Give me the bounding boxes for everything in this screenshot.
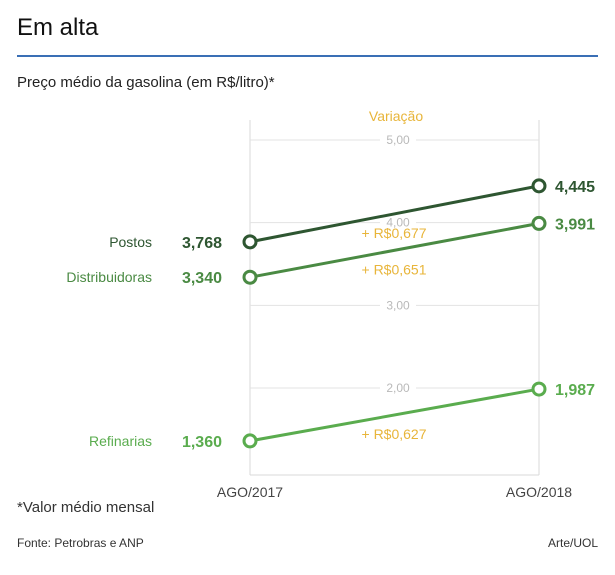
value-label-refinarias: 1,360	[182, 434, 222, 451]
value-label-refinarias: 1,987	[555, 382, 595, 399]
value-label-postos: 4,445	[555, 179, 595, 196]
y-tick-label-bg	[380, 297, 416, 312]
value-label-postos: 3,768	[182, 235, 222, 252]
y-tick-label-bg	[380, 132, 416, 146]
data-point-distribuidoras	[531, 215, 547, 231]
series-line-refinarias	[249, 387, 540, 443]
y-tick-label: 5,00	[386, 133, 410, 147]
series-line-distribuidoras	[249, 221, 540, 279]
value-label-distribuidoras: 3,991	[555, 216, 595, 233]
series-name-refinarias: Refinarias	[89, 433, 152, 449]
data-point-refinarias	[242, 433, 258, 449]
title-divider	[17, 55, 598, 57]
data-point-distribuidoras	[242, 269, 258, 285]
series-line-postos	[249, 184, 540, 244]
variation-label-refinarias: + R$0,627	[362, 426, 427, 442]
y-tick-label: 2,00	[386, 381, 410, 395]
x-tick-label: AGO/2017	[217, 484, 283, 500]
art-credit: Arte/UOL	[547, 536, 598, 550]
chart-subtitle: Preço médio da gasolina (em R$/litro)*	[17, 74, 275, 91]
page-title: Em alta	[17, 14, 99, 41]
data-point-postos	[242, 234, 258, 250]
variation-header: Variação	[369, 108, 423, 124]
data-point-refinarias	[531, 381, 547, 397]
series-name-distribuidoras: Distribuidoras	[66, 269, 152, 285]
footnote: *Valor médio mensal	[17, 499, 155, 516]
variation-label-postos: + R$0,677	[362, 225, 427, 241]
data-point-postos	[531, 178, 547, 194]
y-tick-label-bg	[380, 380, 416, 394]
value-label-distribuidoras: 3,340	[182, 270, 222, 287]
y-tick-label: 3,00	[386, 298, 410, 312]
variation-label-distribuidoras: + R$0,651	[362, 261, 427, 277]
source-credit: Fonte: Petrobras e ANP	[17, 536, 144, 550]
y-tick-label: 4,00	[386, 216, 410, 230]
y-tick-label-bg	[380, 214, 416, 229]
series-name-postos: Postos	[109, 234, 152, 250]
x-tick-label: AGO/2018	[506, 484, 572, 500]
